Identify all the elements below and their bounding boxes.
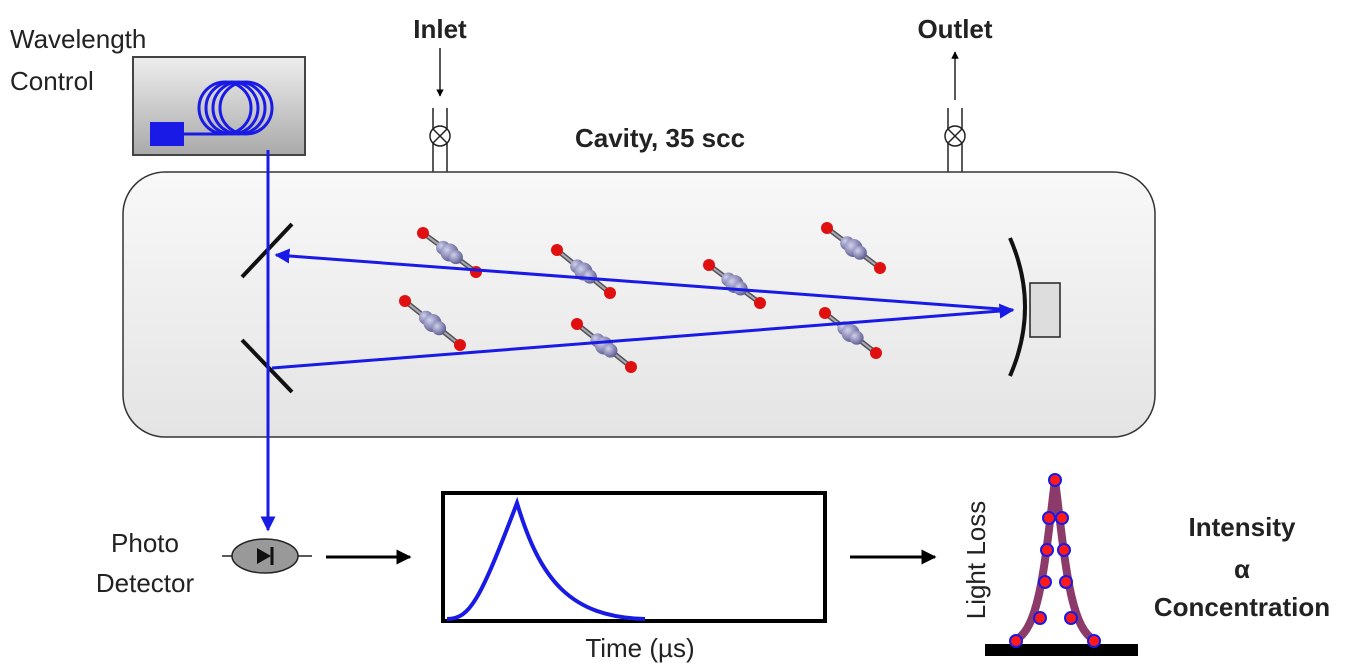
outlet-valve	[944, 51, 966, 172]
atom	[1048, 473, 1062, 487]
baseline	[985, 644, 1138, 656]
atom	[754, 297, 766, 309]
wavelength-control	[132, 56, 306, 156]
label: Outlet	[917, 14, 992, 44]
label: Intensity	[1189, 512, 1296, 542]
atom	[1042, 511, 1056, 525]
atom	[874, 262, 886, 274]
label: Control	[10, 66, 94, 96]
atom	[1040, 543, 1054, 557]
atom	[454, 339, 466, 351]
label: Light Loss	[961, 501, 991, 620]
atom	[625, 361, 637, 373]
inlet-valve	[429, 48, 451, 172]
label: Wavelength	[10, 24, 146, 54]
atom	[1059, 575, 1073, 589]
atom	[571, 318, 583, 330]
label: Time (µs)	[585, 633, 694, 663]
atom	[1033, 611, 1047, 625]
atom	[604, 287, 616, 299]
molecules	[399, 222, 886, 373]
cavity	[122, 171, 1156, 438]
atom	[821, 222, 833, 234]
atom	[417, 227, 429, 239]
label: Cavity, 35 scc	[575, 123, 745, 153]
label: α	[1234, 554, 1250, 584]
atom	[1038, 575, 1052, 589]
sensor	[1029, 282, 1061, 338]
atom	[1055, 511, 1069, 525]
atom	[1064, 611, 1078, 625]
atom	[1009, 634, 1023, 648]
atom	[551, 244, 563, 256]
atom	[448, 250, 463, 265]
atom	[1087, 634, 1101, 648]
atom	[819, 307, 831, 319]
label: Inlet	[413, 14, 467, 44]
atom	[603, 343, 618, 358]
atom	[703, 259, 715, 271]
ringdown-curve	[446, 496, 646, 621]
peak-curve	[1013, 479, 1097, 644]
photo-detector	[222, 538, 312, 574]
label: Detector	[96, 568, 195, 598]
atom	[399, 295, 411, 307]
atom	[849, 330, 864, 345]
atom	[470, 266, 482, 278]
laser-beam	[260, 150, 1015, 532]
label: Concentration	[1154, 592, 1330, 622]
atom	[432, 321, 447, 336]
label: Photo	[111, 528, 179, 558]
peak-points	[1009, 473, 1101, 648]
atom	[1057, 543, 1071, 557]
atom	[870, 347, 882, 359]
ringdown-plot	[441, 491, 827, 623]
atom	[852, 245, 867, 260]
